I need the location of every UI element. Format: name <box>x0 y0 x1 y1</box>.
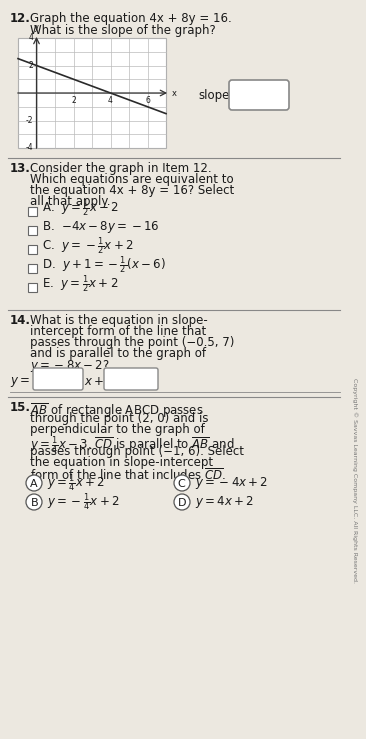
Bar <box>18 38 166 148</box>
Circle shape <box>26 475 42 491</box>
Bar <box>28 264 37 273</box>
Text: the equation 4x + 8y = 16? Select: the equation 4x + 8y = 16? Select <box>30 184 234 197</box>
Text: slope:: slope: <box>198 89 234 101</box>
Bar <box>28 245 37 254</box>
Text: $x +$: $x +$ <box>84 375 104 388</box>
Text: intercept form of the line that: intercept form of the line that <box>30 325 206 338</box>
Text: Which equations are equivalent to: Which equations are equivalent to <box>30 173 234 186</box>
Text: $\overline{AB}$ of rectangle ABCD passes: $\overline{AB}$ of rectangle ABCD passes <box>30 401 204 420</box>
Text: 13.: 13. <box>10 162 31 175</box>
Text: B.  $-4x - 8y = -16$: B. $-4x - 8y = -16$ <box>42 219 160 235</box>
Text: Copyright © Savvas Learning Company LLC. All Rights Reserved.: Copyright © Savvas Learning Company LLC.… <box>352 378 358 582</box>
Bar <box>28 226 37 235</box>
Text: form of the line that includes $\overline{CD}$.: form of the line that includes $\overlin… <box>30 467 226 483</box>
Text: Consider the graph in Item 12.: Consider the graph in Item 12. <box>30 162 212 175</box>
Text: C.  $y = -\frac{1}{2}x + 2$: C. $y = -\frac{1}{2}x + 2$ <box>42 235 134 257</box>
FancyBboxPatch shape <box>229 80 289 110</box>
Text: What is the slope of the graph?: What is the slope of the graph? <box>30 24 216 37</box>
Text: $y = \frac{1}{4}x - 3$. $\overline{CD}$ is parallel to $\overline{AB}$ and: $y = \frac{1}{4}x - 3$. $\overline{CD}$ … <box>30 434 235 455</box>
Text: 4: 4 <box>108 96 113 105</box>
Text: D.  $y + 1 = -\frac{1}{2}(x - 6)$: D. $y + 1 = -\frac{1}{2}(x - 6)$ <box>42 254 166 276</box>
Circle shape <box>174 494 190 510</box>
Text: -4: -4 <box>26 143 34 152</box>
Text: A.  $y = \frac{1}{2}x - 2$: A. $y = \frac{1}{2}x - 2$ <box>42 197 119 219</box>
Text: y: y <box>34 23 39 32</box>
FancyBboxPatch shape <box>104 368 158 390</box>
FancyBboxPatch shape <box>33 368 83 390</box>
Text: 15.: 15. <box>10 401 31 414</box>
Text: 14.: 14. <box>10 314 31 327</box>
Text: x: x <box>172 89 177 98</box>
Text: $y = 4x + 2$: $y = 4x + 2$ <box>195 494 254 510</box>
Text: 4: 4 <box>29 33 34 43</box>
Text: 12.: 12. <box>10 12 31 25</box>
Text: $\mathsf{D}$: $\mathsf{D}$ <box>177 496 187 508</box>
Text: passes through point (−1, 6). Select: passes through point (−1, 6). Select <box>30 445 244 458</box>
Text: all that apply.: all that apply. <box>30 195 111 208</box>
Bar <box>28 207 37 216</box>
Text: Graph the equation 4x + 8y = 16.: Graph the equation 4x + 8y = 16. <box>30 12 232 25</box>
Text: 2: 2 <box>29 61 34 70</box>
Text: passes through the point (−0.5, 7): passes through the point (−0.5, 7) <box>30 336 234 349</box>
Text: through the point (2, 0) and is: through the point (2, 0) and is <box>30 412 209 425</box>
Circle shape <box>26 494 42 510</box>
Text: E.  $y = \frac{1}{2}x + 2$: E. $y = \frac{1}{2}x + 2$ <box>42 273 119 295</box>
Text: What is the equation in slope-: What is the equation in slope- <box>30 314 208 327</box>
Text: the equation in slope-intercept: the equation in slope-intercept <box>30 456 213 469</box>
Text: $y = -\frac{1}{4}x + 2$: $y = -\frac{1}{4}x + 2$ <box>47 491 120 513</box>
Text: 2: 2 <box>71 96 76 105</box>
Text: $\mathsf{B}$: $\mathsf{B}$ <box>30 496 38 508</box>
Bar <box>28 283 37 292</box>
Text: $y = -4x + 2$: $y = -4x + 2$ <box>195 475 268 491</box>
Text: $y = \frac{1}{4}x + 2$: $y = \frac{1}{4}x + 2$ <box>47 472 105 494</box>
Text: $\mathsf{A}$: $\mathsf{A}$ <box>29 477 39 489</box>
Text: $y = -8x - 2$?: $y = -8x - 2$? <box>30 358 110 374</box>
Circle shape <box>174 475 190 491</box>
Text: $y = $: $y = $ <box>10 375 30 389</box>
Text: 6: 6 <box>145 96 150 105</box>
Text: -2: -2 <box>26 116 34 125</box>
Text: perpendicular to the graph of: perpendicular to the graph of <box>30 423 205 436</box>
Text: and is parallel to the graph of: and is parallel to the graph of <box>30 347 206 360</box>
Text: $\mathsf{C}$: $\mathsf{C}$ <box>178 477 187 489</box>
